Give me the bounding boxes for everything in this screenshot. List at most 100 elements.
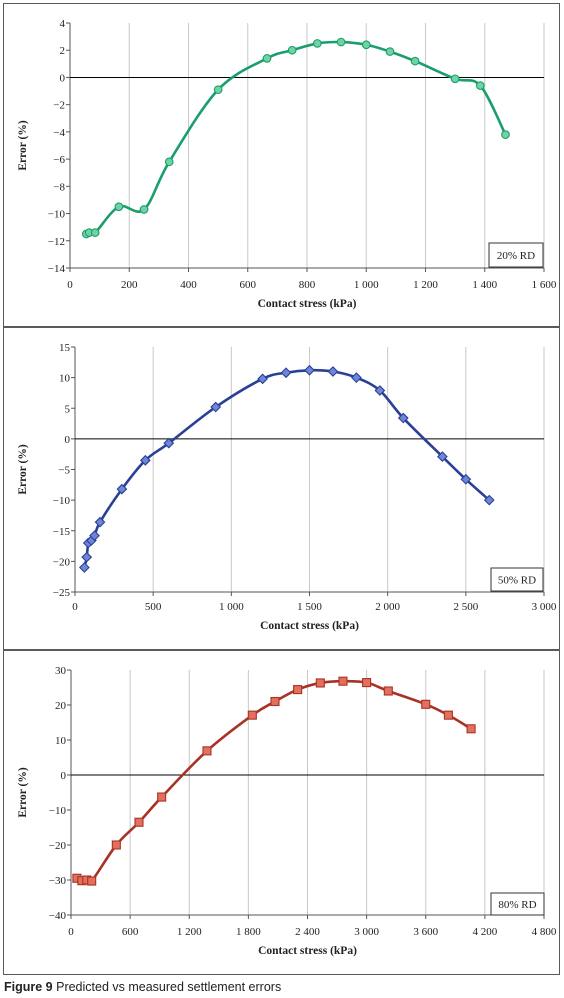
data-point-50rd bbox=[79, 562, 90, 573]
chart-50rd: 0 500 1 000 1 500 2 000 2 500 3 000 −25 −20 −15 −1… bbox=[17, 342, 557, 632]
x-axis-label: Contact stress (kPa) bbox=[258, 298, 357, 310]
data-point-20rd bbox=[287, 45, 297, 55]
data-point-20rd bbox=[262, 54, 272, 63]
x-tick-label: 1 200 bbox=[177, 926, 202, 938]
y-axis-label: Error (%) bbox=[17, 767, 29, 818]
x-tick-label: 500 bbox=[145, 601, 162, 613]
data-point-50rd bbox=[304, 364, 315, 376]
x-tick-label: 1 000 bbox=[219, 601, 244, 613]
data-point-80rd bbox=[87, 876, 97, 886]
x-tick-label: 600 bbox=[122, 926, 139, 938]
data-point-50rd bbox=[81, 551, 93, 563]
data-point-50rd bbox=[280, 367, 292, 379]
data-point-80rd bbox=[293, 685, 303, 695]
x-tick-label: 400 bbox=[180, 279, 197, 291]
y-tick-label: −2 bbox=[53, 100, 65, 112]
y-tick-label: 15 bbox=[59, 342, 71, 354]
data-point-50rd bbox=[210, 401, 222, 413]
series-line-80rd bbox=[76, 679, 472, 885]
chart-panel-50rd: 0 500 1 000 1 500 2 000 2 500 3 000 −25 −20 −15 −1… bbox=[3, 327, 560, 650]
data-point-80rd bbox=[421, 699, 431, 709]
y-tick-label: −6 bbox=[53, 154, 65, 166]
series-line-20rd bbox=[85, 40, 507, 236]
data-point-80rd bbox=[111, 840, 121, 850]
chart-80rd: 0 600 1 200 1 800 2 400 3 000 3 600 4 200 4 800 −… bbox=[17, 665, 557, 957]
x-tick-label: 600 bbox=[240, 279, 257, 291]
x-tick-label: 1 400 bbox=[472, 279, 497, 291]
chart-20rd: 0 200 400 600 800 1 000 1 200 1 400 1 600 −14 −12 −… bbox=[17, 18, 557, 310]
data-point-80rd bbox=[338, 676, 348, 686]
data-point-50rd bbox=[94, 516, 106, 528]
y-tick-label: −25 bbox=[53, 587, 71, 599]
data-point-50rd bbox=[351, 372, 362, 384]
data-point-80rd bbox=[315, 678, 325, 688]
y-tick-label: 10 bbox=[55, 735, 67, 747]
y-tick-label: 0 bbox=[60, 72, 66, 84]
y-tick-label: −10 bbox=[48, 209, 66, 221]
y-tick-label: −12 bbox=[48, 236, 65, 248]
y-tick-label: −14 bbox=[48, 263, 66, 275]
y-tick-label: 4 bbox=[60, 18, 66, 30]
y-tick-label: −20 bbox=[53, 556, 71, 568]
y-tick-label: 20 bbox=[55, 700, 67, 712]
y-tick-label: 5 bbox=[65, 403, 71, 415]
x-tick-label: 1 500 bbox=[297, 601, 322, 613]
data-point-80rd bbox=[247, 710, 257, 720]
y-tick-label: 30 bbox=[55, 665, 67, 677]
data-point-20rd bbox=[385, 47, 395, 56]
x-tick-label: 200 bbox=[121, 279, 138, 291]
x-tick-label: 1 000 bbox=[354, 279, 379, 291]
y-tick-label: −5 bbox=[58, 465, 70, 477]
y-tick-label: −10 bbox=[53, 495, 71, 507]
data-point-50rd bbox=[327, 366, 339, 377]
y-tick-label: 2 bbox=[60, 45, 66, 57]
x-tick-label: 2 500 bbox=[453, 601, 478, 613]
data-point-20rd bbox=[114, 202, 124, 212]
y-tick-label: −20 bbox=[49, 840, 67, 852]
data-point-80rd bbox=[270, 696, 280, 707]
data-point-20rd bbox=[213, 85, 223, 95]
x-tick-label: 800 bbox=[299, 279, 316, 291]
data-point-20rd bbox=[139, 205, 149, 214]
data-point-20rd bbox=[501, 130, 510, 139]
data-point-50rd bbox=[257, 373, 268, 385]
data-point-20rd bbox=[164, 157, 174, 167]
data-point-50rd bbox=[116, 483, 128, 495]
data-point-80rd bbox=[466, 724, 476, 734]
y-tick-label: −30 bbox=[49, 875, 67, 887]
data-point-20rd bbox=[336, 37, 346, 47]
data-point-20rd bbox=[90, 228, 100, 237]
rd-label-box bbox=[490, 892, 545, 916]
data-point-50rd bbox=[139, 454, 151, 466]
x-tick-label: 3 600 bbox=[413, 926, 438, 938]
y-tick-label: −40 bbox=[49, 910, 67, 922]
x-tick-label: 4 800 bbox=[532, 926, 557, 938]
data-point-80rd bbox=[383, 686, 393, 696]
series-line-50rd bbox=[83, 368, 491, 568]
x-tick-label: 1 200 bbox=[413, 279, 438, 291]
data-point-50rd bbox=[437, 451, 448, 463]
x-tick-label: 0 bbox=[67, 279, 73, 291]
rd-label-text: 80% RD bbox=[498, 899, 536, 911]
rd-label-text: 20% RD bbox=[497, 250, 535, 262]
y-tick-label: −4 bbox=[53, 127, 65, 139]
data-point-80rd bbox=[134, 817, 144, 827]
x-tick-label: 2 400 bbox=[295, 926, 320, 938]
y-axis-label: Error (%) bbox=[17, 444, 29, 495]
x-tick-label: 1 800 bbox=[236, 926, 261, 938]
rd-label-text: 50% RD bbox=[498, 575, 536, 587]
data-point-20rd bbox=[361, 40, 371, 50]
chart-panel-80rd: 0 600 1 200 1 800 2 400 3 000 3 600 4 200 4 800 −… bbox=[3, 650, 560, 975]
y-tick-label: −15 bbox=[53, 526, 71, 538]
data-point-50rd bbox=[397, 412, 409, 424]
rd-label-box bbox=[488, 242, 544, 268]
x-tick-label: 1 600 bbox=[532, 279, 557, 291]
y-axis-label: Error (%) bbox=[17, 120, 29, 171]
figure-caption-label: Figure 9 bbox=[4, 980, 53, 994]
data-point-20rd bbox=[410, 56, 420, 66]
x-tick-label: 0 bbox=[72, 601, 78, 613]
y-tick-label: −10 bbox=[49, 805, 67, 817]
x-tick-label: 3 000 bbox=[354, 926, 379, 938]
data-point-50rd bbox=[89, 530, 100, 542]
rd-label-box bbox=[490, 567, 544, 592]
